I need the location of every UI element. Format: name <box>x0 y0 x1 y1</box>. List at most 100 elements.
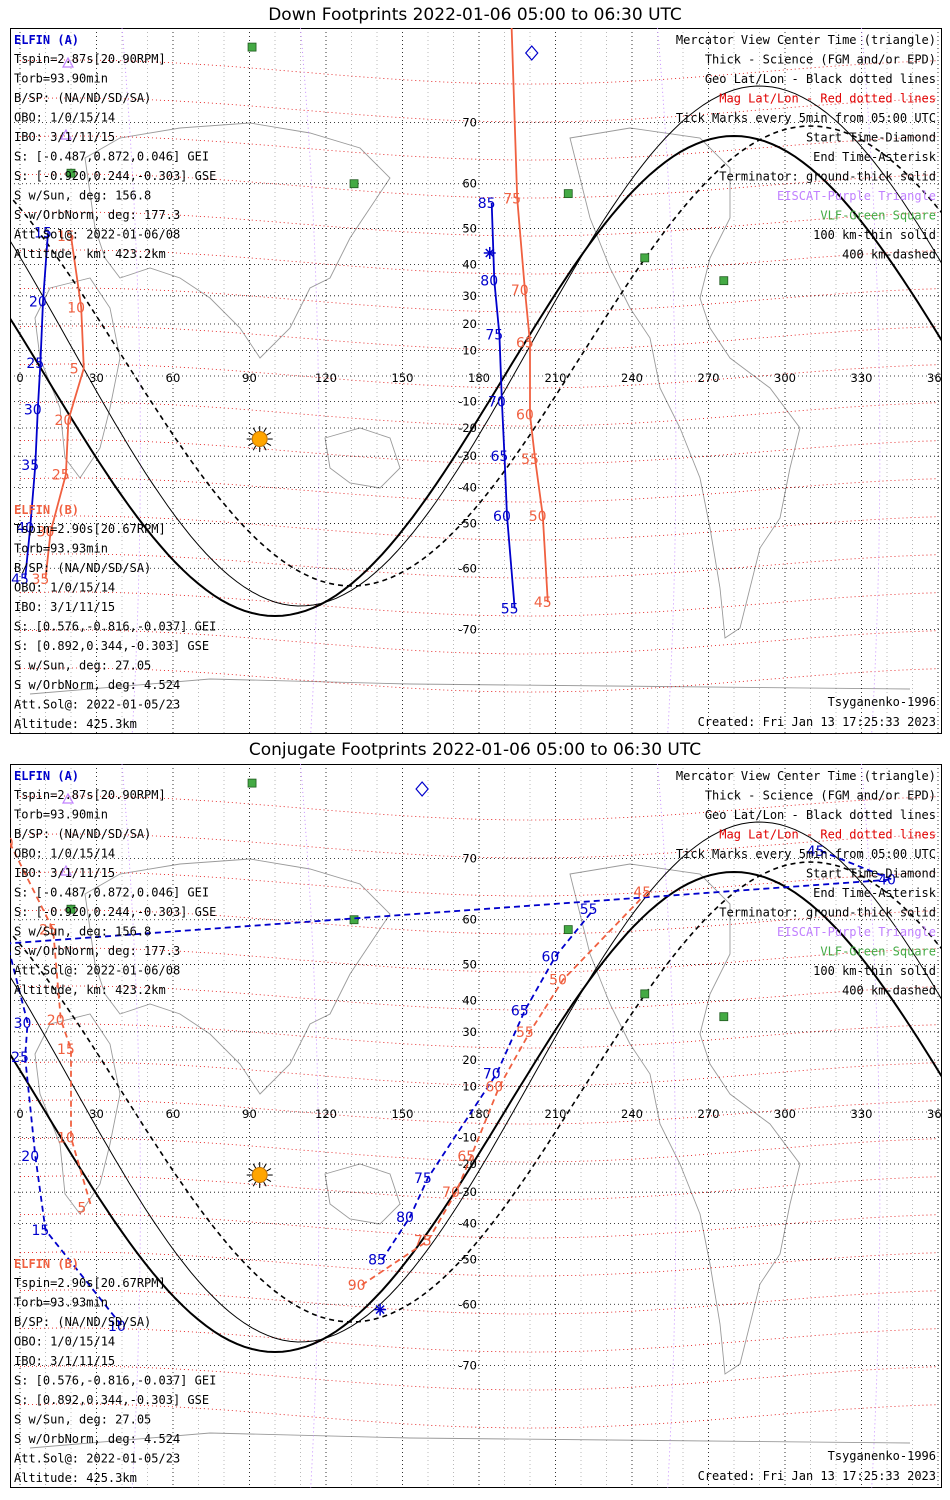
tick-mark-label: 70 <box>511 283 529 299</box>
elfin-b-line: B/SP: (NA/ND/SD/SA) <box>14 561 151 575</box>
lat-tick-labels: 70 60 50 40 30 20 10 -10 -20 -30 -40 -50 -60 -70 <box>458 852 477 1373</box>
created-timestamp: Created: Fri Jan 13 17:25:33 2023 <box>698 715 936 729</box>
elfin-a-line: B/SP: (NA/ND/SD/SA) <box>14 827 151 841</box>
down-footprints-map: 0 30 60 90 120 150 180 210 240 270 300 330 360 70 60 50… <box>10 28 942 734</box>
tick-mark-label: 55 <box>580 902 598 918</box>
orbit-trace <box>24 232 49 579</box>
lat-tick-label: -20 <box>458 1157 477 1171</box>
elfin-a-line: OBO: 1/0/15/14 <box>14 111 115 125</box>
panel-title: Down Footprints 2022-01-06 05:00 to 06:3… <box>268 5 682 25</box>
legend-item: VLF-Green Square <box>820 945 936 959</box>
tick-mark-label: 10 <box>67 300 85 316</box>
elfin-a-line: S w/Sun, deg: 156.8 <box>14 925 151 939</box>
geo-grid <box>10 28 942 734</box>
coastline-shape <box>569 863 801 1375</box>
elfin-b-line: B/SP: (NA/ND/SD/SA) <box>14 1315 151 1329</box>
lat-tick-label: -70 <box>458 622 477 636</box>
elfin-b-line: Tspin=2.90s[20.67RPM] <box>14 1276 166 1290</box>
lat-tick-label: 10 <box>462 1079 477 1093</box>
tick-mark-label: 90 <box>348 1278 366 1294</box>
mag-meridian <box>657 28 677 734</box>
elfin-a-line: S: [-0.920,0.244,-0.303] GSE <box>14 169 216 183</box>
lon-tick-label: 90 <box>242 371 257 385</box>
legend-item: VLF-Green Square <box>820 209 936 223</box>
tick-mark-label: 15 <box>32 1223 50 1239</box>
tick-mark-label: 85 <box>478 196 496 212</box>
tick-mark-label: 80 <box>480 274 498 290</box>
legend-item: Mag Lat/Lon - Red dotted lines <box>719 828 936 842</box>
lon-tick-label: 300 <box>774 1107 796 1121</box>
tick-mark-label: 35 <box>10 936 11 952</box>
lat-tick-label: 70 <box>462 116 477 130</box>
elfin-b-name: ELFIN (B) <box>14 503 79 517</box>
coastline-shape <box>34 1013 121 1215</box>
elfin-a-name: ELFIN (A) <box>14 769 79 783</box>
legend-item: 100 km-thin solid <box>813 964 936 978</box>
eiscat-triangle <box>61 56 75 68</box>
eiscat-triangle <box>59 128 73 140</box>
lat-tick-label: -10 <box>458 395 477 409</box>
lon-tick-label: 180 <box>468 1107 490 1121</box>
lat-tick-label: -40 <box>458 480 477 494</box>
elfin-a-line: S: [-0.920,0.244,-0.303] GSE <box>14 905 216 919</box>
tick-mark-label: 60 <box>516 408 534 424</box>
tick-mark-label: 75 <box>414 1234 432 1250</box>
tick-mark-label: 15 <box>57 1042 75 1058</box>
legend-item: Tick Marks every 5min from 05:00 UTC <box>676 847 936 861</box>
legend-item: Mercator View Center Time (triangle) <box>676 769 936 783</box>
lon-tick-label: 210 <box>545 1107 567 1121</box>
coastline-shape <box>29 678 911 695</box>
eiscat-triangle <box>59 864 73 876</box>
legend-item: End Time-Asterisk <box>813 886 937 900</box>
map-frame <box>10 764 942 1488</box>
coastline-shape <box>84 858 391 1095</box>
legend: Mercator View Center Time (triangle) Thic… <box>676 769 937 998</box>
lat-tick-label: 50 <box>462 957 477 971</box>
elfin-a-line: S w/OrbNorm, deg: 177.3 <box>14 944 180 958</box>
tick-mark-label: 10 <box>108 1319 126 1335</box>
coastline-shape <box>324 427 401 489</box>
legend-item: 400 km-dashed <box>842 984 936 998</box>
orbit-trace <box>361 891 648 1286</box>
tick-mark-label: 30 <box>24 402 42 418</box>
terminator-400km <box>10 861 942 1323</box>
coastline-shape <box>324 1163 401 1225</box>
tick-mark-label: 25 <box>11 1050 29 1066</box>
vlf-square <box>563 189 573 199</box>
lat-tick-label: 20 <box>462 317 477 331</box>
tick-mark-label: 65 <box>511 1003 529 1019</box>
lat-tick-label: 10 <box>462 343 477 357</box>
legend-item: Terminator: ground-thick solid <box>719 906 936 920</box>
lat-tick-label: 70 <box>462 852 477 866</box>
elfin-a-line: IBO: 3/1/11/15 <box>14 130 115 144</box>
legend: Mercator View Center Time (triangle) Thic… <box>676 33 937 262</box>
conjugate-footprints-map: 0306090120150180210240270300330360706050… <box>10 764 942 1488</box>
tick-mark-label: 15 <box>57 229 75 245</box>
legend-item: EISCAT-Purple Triangle <box>777 925 936 939</box>
mag-meridian <box>861 28 881 734</box>
coastline-shape <box>84 122 391 359</box>
tick-mark-label: 65 <box>491 449 509 465</box>
elfin-b-line: S w/Sun, deg: 27.05 <box>14 659 151 673</box>
lon-tick-label: 60 <box>166 1107 181 1121</box>
tick-mark-label: 35 <box>32 572 50 588</box>
coastline-shape <box>34 277 121 479</box>
elfin-a-line: Att.Sol@: 2022-01-06/08 <box>14 964 180 978</box>
eiscat-triangle <box>61 792 75 804</box>
legend-item: 100 km-thin solid <box>813 228 936 242</box>
orbit-trace <box>10 842 93 1208</box>
elfin-a-line: B/SP: (NA/ND/SD/SA) <box>14 91 151 105</box>
tick-mark-label: 15 <box>34 225 52 241</box>
tick-mark-label: 50 <box>529 509 547 525</box>
tick-mark-label: 25 <box>26 356 44 372</box>
elfin-a-info: ELFIN (A) Tspin=2.87s[20.90RPM] Torb=93.90… <box>14 33 216 261</box>
elfin-b-line: Tspin=2.90s[20.67RPM] <box>14 522 166 536</box>
lat-tick-label: 20 <box>462 1053 477 1067</box>
lon-tick-label: 60 <box>166 371 181 385</box>
elfin-b-line: Altitude: 425.3km <box>14 717 137 731</box>
elfin-b-line: IBO: 3/1/11/15 <box>14 600 115 614</box>
tick-mark-label: 25 <box>52 467 70 483</box>
lon-tick-label: 30 <box>89 1107 104 1121</box>
lon-tick-label: 330 <box>851 1107 873 1121</box>
map-frame <box>10 28 942 734</box>
